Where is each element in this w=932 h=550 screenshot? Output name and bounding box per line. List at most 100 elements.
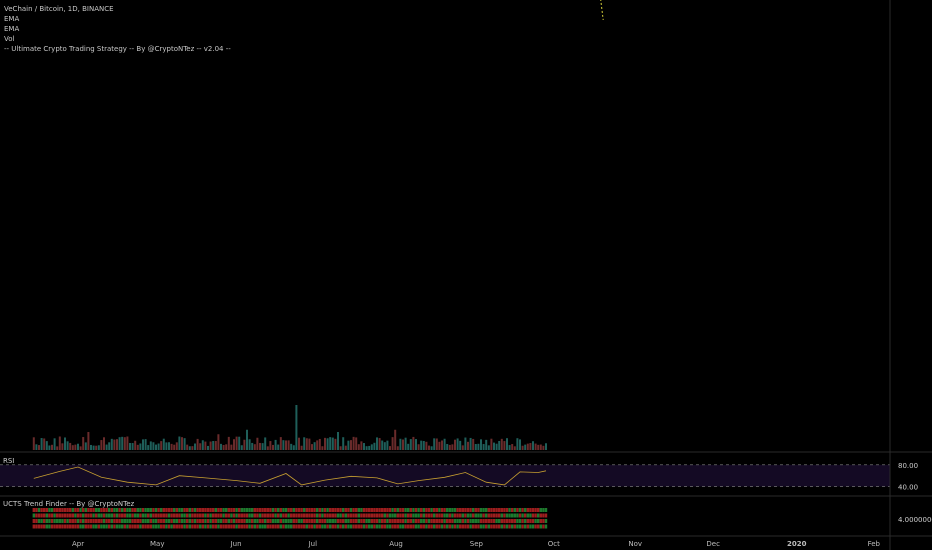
trend-bar: [162, 524, 165, 529]
trend-bar: [266, 519, 269, 523]
volume-bar: [326, 438, 329, 450]
trend-bar: [154, 513, 158, 518]
trend-bar: [391, 513, 394, 518]
trend-bar: [440, 524, 444, 529]
trend-bar: [357, 519, 360, 523]
volume-bar: [118, 437, 121, 450]
volume-bar: [71, 445, 74, 450]
trend-bar: [368, 513, 371, 518]
volume-bar: [363, 443, 365, 450]
trend-bar: [373, 519, 376, 523]
trend-bar: [477, 524, 480, 529]
trend-bar: [500, 508, 503, 512]
trend-bar: [440, 519, 444, 523]
trend-bar: [227, 508, 230, 512]
trend-bar: [201, 519, 204, 523]
trend-bar: [165, 524, 168, 529]
trend-bar: [469, 519, 472, 523]
trend-bar: [82, 508, 85, 512]
trend-bar: [261, 513, 264, 518]
trend-bar: [407, 508, 410, 512]
trend-bar: [157, 508, 160, 512]
trend-bar: [251, 524, 254, 529]
trend-bar: [69, 524, 72, 529]
trend-bar: [487, 519, 490, 523]
trend-bar: [37, 508, 41, 512]
trend-bar: [170, 508, 173, 512]
volume-bar: [64, 437, 66, 450]
volume-bars: [32, 405, 547, 450]
trend-bar: [196, 524, 199, 529]
trend-bar: [204, 508, 207, 512]
trend-bar: [531, 513, 535, 518]
volume-bar: [194, 443, 196, 450]
trend-bar: [235, 513, 238, 518]
volume-bar: [305, 438, 308, 450]
trend-bar: [261, 508, 264, 512]
legend-ema-slow[interactable]: EMA: [4, 25, 20, 33]
trend-bar: [287, 524, 290, 529]
trend-bar: [420, 508, 423, 512]
trend-bar: [258, 519, 262, 523]
trend-bar: [219, 524, 223, 529]
legend-strategy[interactable]: -- Ultimate Crypto Trading Strategy -- B…: [4, 45, 231, 53]
volume-bar: [339, 446, 342, 450]
trend-bar: [394, 519, 397, 523]
trend-bar: [404, 519, 407, 523]
trend-bar: [498, 508, 501, 512]
trend-bar: [251, 519, 254, 523]
trend-bar: [175, 508, 178, 512]
trend-bar: [542, 519, 545, 523]
rsi-label: RSI: [3, 457, 14, 465]
trend-bar: [329, 508, 332, 512]
trend-bar: [349, 524, 353, 529]
trend-bar: [212, 519, 215, 523]
trend-bar: [391, 524, 394, 529]
volume-bar: [139, 443, 142, 450]
x-tick-label: Jun: [230, 540, 242, 548]
trend-bar: [305, 508, 308, 512]
trend-bar: [227, 524, 230, 529]
trend-bar: [482, 524, 485, 529]
trend-bar: [422, 513, 425, 518]
trend-bar: [505, 524, 509, 529]
trend-bar: [56, 508, 59, 512]
trend-bar: [427, 508, 431, 512]
volume-bar: [295, 405, 298, 450]
volume-bar: [342, 437, 345, 450]
trend-bar: [43, 508, 46, 512]
trend-bar: [329, 519, 332, 523]
trend-bar: [477, 519, 480, 523]
trend-bar: [183, 513, 186, 518]
trend-bar: [92, 513, 95, 518]
trend-bar: [167, 519, 171, 523]
trend-bar: [84, 524, 87, 529]
trend-bar: [282, 524, 285, 529]
trend-bar: [165, 519, 168, 523]
volume-bar: [149, 441, 152, 450]
trend-bar: [212, 513, 215, 518]
legend-volume[interactable]: Vol: [4, 35, 15, 43]
trend-bar: [451, 513, 454, 518]
trend-bar: [118, 513, 121, 518]
trend-bar: [459, 519, 462, 523]
volume-bar: [253, 444, 256, 450]
trend-bar: [290, 513, 293, 518]
trend-bar: [420, 524, 423, 529]
trend-bar: [399, 519, 402, 523]
volume-bar: [110, 438, 113, 450]
trend-bar: [188, 508, 191, 512]
trend-bar: [167, 508, 171, 512]
trend-bar: [175, 513, 178, 518]
trend-bar: [375, 513, 379, 518]
trend-bar: [180, 513, 184, 518]
trend-bar: [487, 513, 490, 518]
trend-bar: [318, 513, 321, 518]
volume-bar: [40, 438, 43, 450]
trend-bar: [144, 513, 147, 518]
trend-bar: [329, 524, 332, 529]
trend-bar: [518, 524, 522, 529]
trend-bar: [219, 508, 223, 512]
legend-ema-fast[interactable]: EMA: [4, 15, 20, 23]
